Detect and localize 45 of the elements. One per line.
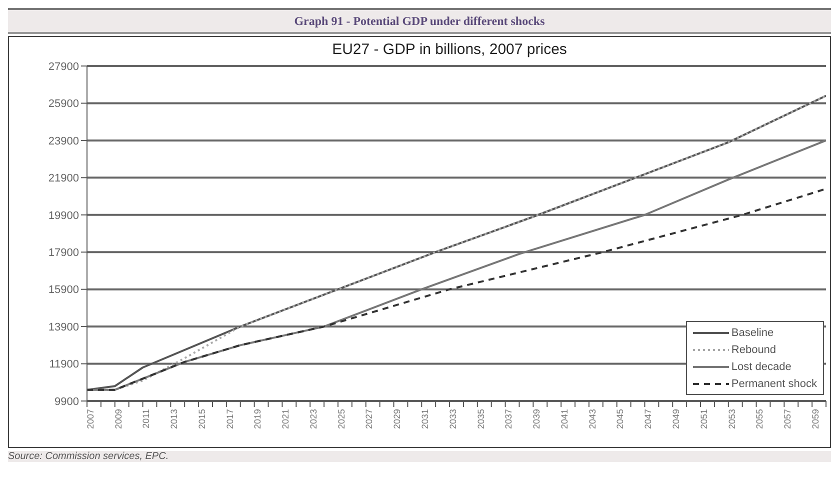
y-tick-label: 21900 (48, 172, 79, 185)
x-tick-label: 2007 (85, 409, 96, 430)
x-tick-label: 2021 (280, 409, 291, 430)
y-tick-label: 17900 (48, 247, 79, 260)
x-tick-label: 2011 (141, 409, 152, 428)
x-tick-label: 2055 (754, 409, 765, 430)
x-tick-label: 2027 (364, 409, 374, 430)
y-tick-label: 23900 (48, 135, 79, 148)
line-series (87, 188, 826, 391)
legend-label: Rebound (731, 344, 776, 356)
y-tick-label: 25900 (48, 98, 79, 110)
chart-subtitle: EU27 - GDP in billions, 2007 prices (331, 41, 568, 58)
x-tick-label: 2013 (169, 409, 180, 430)
y-tick-label: 15900 (48, 284, 79, 296)
x-tick-label: 2029 (392, 409, 402, 430)
x-tick-label: 2023 (308, 409, 318, 430)
x-tick-label: 2009 (113, 409, 124, 430)
x-tick-label: 2059 (810, 409, 820, 430)
x-tick-label: 2033 (448, 409, 458, 430)
x-tick-label: 2015 (196, 409, 207, 430)
x-tick-label: 2051 (698, 409, 709, 430)
chart-title: Graph 91 - Potential GDP under different shocks (8, 8, 831, 34)
source-note: Source: Commission services, EPC. (8, 451, 169, 462)
x-tick-label: 2043 (587, 409, 598, 430)
legend-label: Baseline (731, 326, 774, 338)
legend-label: Lost decade (731, 360, 792, 372)
x-tick-label: 2049 (671, 409, 682, 430)
x-tick-label: 2039 (532, 409, 542, 430)
y-tick-label: 27900 (48, 60, 79, 73)
y-tick-label: 19900 (48, 210, 79, 222)
x-tick-label: 2057 (782, 409, 793, 430)
x-tick-label: 2017 (224, 409, 235, 430)
x-tick-label: 2025 (336, 409, 346, 430)
x-tick-label: 2047 (643, 409, 654, 430)
x-tick-label: 2045 (615, 409, 626, 430)
y-tick-label: 9900 (54, 396, 79, 408)
x-tick-label: 2037 (504, 409, 514, 430)
x-tick-label: 2035 (476, 409, 486, 430)
x-tick-label: 2019 (252, 409, 263, 430)
x-tick-label: 2053 (726, 409, 737, 430)
y-tick-label: 13900 (48, 321, 79, 334)
y-tick-label: 11900 (49, 358, 79, 371)
x-tick-label: 2031 (420, 409, 430, 430)
x-tick-label: 2041 (559, 409, 570, 430)
legend-label: Permanent shock (731, 378, 817, 390)
